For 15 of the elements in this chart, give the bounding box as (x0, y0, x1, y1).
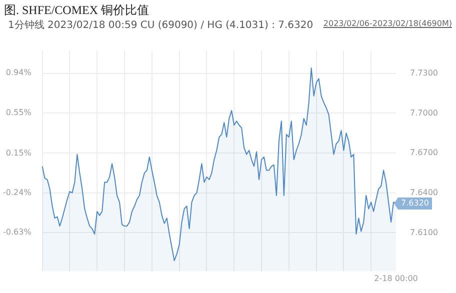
y-tick-label: 7.6700 (410, 148, 438, 158)
y-tick-label: 7.7300 (410, 68, 438, 78)
y2-tick-label: 0.55% (6, 108, 32, 117)
text: 2023/02/06-2023/02/18(4690M) (323, 19, 452, 28)
chart-title: 图. SHFE/COMEX 铜价比值 (4, 2, 150, 19)
y-tick-label: 7.6100 (410, 228, 438, 237)
y2-tick-label: -0.63% (2, 228, 32, 237)
y-tick-label: 7.7000 (410, 108, 438, 118)
y2-tick-label: 0.15% (6, 148, 32, 158)
y2-tick-label: 0.94% (6, 68, 32, 78)
y-tick-label: 7.6400 (410, 188, 438, 197)
text: 7.6320 (401, 198, 430, 208)
x-tick-label: 2-18 00:00 (374, 274, 418, 284)
chart-subtitle: 1分钟线 2023/02/18 00:59 CU (69090) / HG (4.1031) : 7.6320 (8, 18, 314, 32)
y2-tick-label: -0.24% (2, 188, 32, 198)
